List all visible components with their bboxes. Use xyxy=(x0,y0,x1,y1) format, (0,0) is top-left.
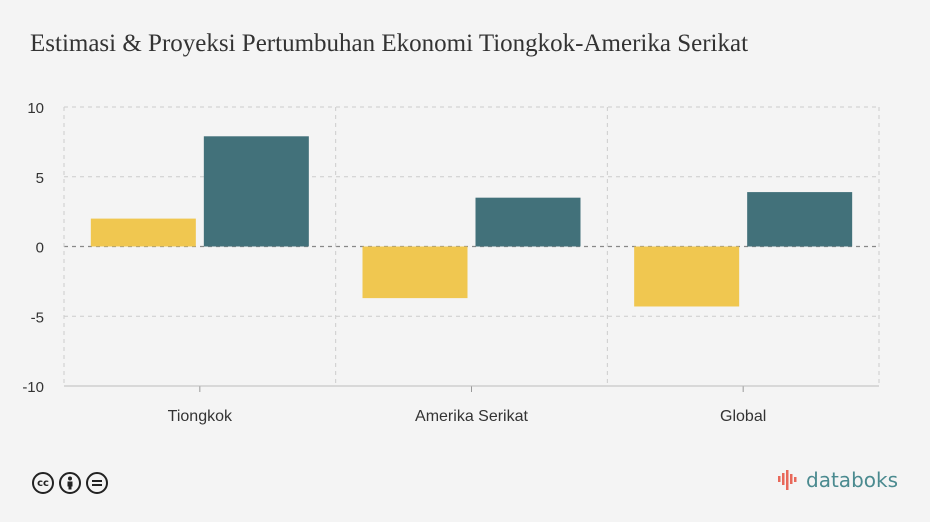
grid xyxy=(63,106,880,387)
y-tick-label: 10 xyxy=(27,100,44,117)
by-icon xyxy=(59,472,81,494)
nd-icon xyxy=(86,472,108,494)
bar-global-series-1[interactable] xyxy=(634,246,740,307)
chart-title: Estimasi & Proyeksi Pertumbuhan Ekonomi … xyxy=(30,30,749,57)
bar-chart: 10 5 0 -5 -10 Tiongkok Amerika Serikat Global xyxy=(22,100,880,425)
bars xyxy=(90,136,853,307)
bar-tiongkok-series-2[interactable] xyxy=(203,136,309,247)
x-tick-label: Tiongkok xyxy=(168,408,233,425)
axes: 10 5 0 -5 -10 Tiongkok Amerika Serikat Global xyxy=(22,100,879,425)
databoks-logo[interactable]: databoks xyxy=(777,468,898,492)
bar-global-series-2[interactable] xyxy=(747,192,853,247)
databoks-logo-icon xyxy=(778,470,797,490)
bar-amerika-serikat-series-2[interactable] xyxy=(475,197,581,247)
y-tick-label: -10 xyxy=(22,379,44,396)
cc-icon: cc xyxy=(32,472,54,494)
bar-amerika-serikat-series-1[interactable] xyxy=(362,246,468,299)
y-tick-label: 5 xyxy=(36,170,44,187)
bar-tiongkok-series-1[interactable] xyxy=(90,218,196,247)
x-tick-label: Global xyxy=(720,408,766,425)
y-tick-label: 0 xyxy=(36,240,44,257)
license-icons: cc xyxy=(32,472,108,494)
y-tick-label: -5 xyxy=(31,309,44,326)
brand-name: databoks xyxy=(806,468,898,492)
x-tick-label: Amerika Serikat xyxy=(415,408,528,425)
